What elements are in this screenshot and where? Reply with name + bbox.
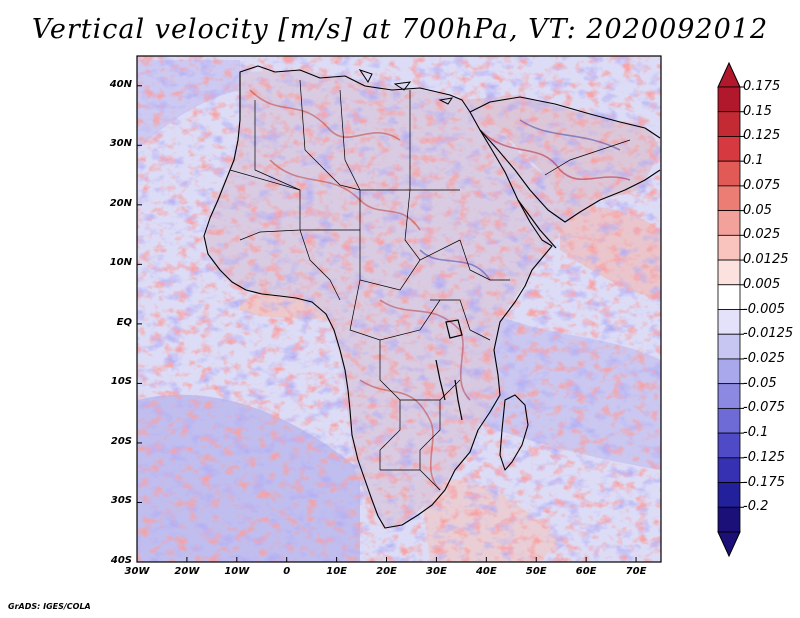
- colorbar-label: 0.125: [743, 128, 781, 144]
- lon-label: 50E: [525, 566, 547, 577]
- lat-label: 10N: [109, 257, 132, 269]
- lat-label: 40S: [110, 555, 132, 566]
- colorbar-box: [717, 506, 741, 533]
- colorbar-box: [717, 284, 741, 310]
- map-frame: [136, 55, 662, 563]
- lat-label: 20N: [109, 197, 132, 209]
- lat-label: EQ: [116, 316, 132, 328]
- colorbar-box: [717, 185, 741, 212]
- colorbar: [717, 61, 744, 558]
- colorbar-box: [717, 111, 741, 137]
- colorbar-label: 0.1: [743, 153, 764, 169]
- lat-label: 30N: [109, 138, 132, 150]
- lon-label: 30E: [426, 566, 447, 577]
- colorbar-label: -0.075: [743, 400, 785, 416]
- mediterranean-islands: [358, 69, 454, 105]
- lat-label: 40N: [109, 78, 132, 90]
- colorbar-min-arrow: [717, 531, 741, 558]
- colorbar-label: 0.025: [743, 227, 781, 243]
- lat-label: 30S: [110, 495, 132, 507]
- colorbar-label: -0.05: [743, 375, 777, 391]
- chart-title: Vertical velocity [m/s] at 700hPa, VT: 2…: [31, 14, 769, 45]
- lon-label: 30W: [124, 566, 150, 577]
- colorbar-box: [717, 259, 741, 286]
- colorbar-label: 0.0125: [743, 252, 789, 268]
- colorbar-label: -0.1: [743, 425, 769, 441]
- colorbar-label: -0.2: [743, 499, 769, 515]
- colorbar-label: 0.15: [743, 103, 772, 119]
- coastlines: [203, 65, 661, 529]
- colorbar-box: [717, 482, 741, 508]
- country-borders: [229, 79, 631, 491]
- colorbar-box: [717, 309, 741, 335]
- lon-label: 20E: [376, 566, 397, 577]
- colorbar-box: [717, 457, 741, 483]
- colorbar-box: [717, 383, 741, 409]
- colorbar-box: [717, 234, 741, 261]
- colorbar-label: -0.175: [743, 474, 785, 490]
- footer-credit: GrADS: IGES/COLA: [8, 602, 91, 611]
- lon-label: 0: [283, 566, 291, 577]
- colorbar-label: 0.075: [743, 177, 781, 193]
- colorbar-label: -0.005: [743, 301, 785, 317]
- colorbar-box: [717, 432, 741, 459]
- lat-label: 20S: [110, 435, 132, 447]
- lon-label: 10W: [224, 566, 250, 577]
- lakes: [435, 319, 463, 421]
- colorbar-box: [717, 333, 741, 360]
- lon-label: 40E: [475, 566, 497, 577]
- colorbar-box: [717, 358, 741, 385]
- colorbar-label: -0.025: [743, 350, 785, 366]
- colorbar-max-arrow: [717, 61, 741, 88]
- colorbar-label: 0.005: [743, 276, 781, 292]
- lon-label: 10E: [326, 566, 347, 577]
- colorbar-box: [717, 136, 741, 162]
- lon-label: 60E: [575, 566, 597, 577]
- lat-label: 10S: [110, 376, 132, 388]
- colorbar-box: [717, 160, 741, 187]
- colorbar-box: [717, 210, 741, 236]
- colorbar-label: 0.05: [743, 202, 772, 218]
- lon-label: 20W: [174, 566, 200, 577]
- colorbar-label: -0.0125: [743, 326, 794, 342]
- colorbar-label: 0.175: [743, 79, 781, 94]
- colorbar-box: [717, 407, 741, 434]
- colorbar-box: [717, 86, 741, 113]
- lon-label: 70E: [625, 566, 647, 577]
- colorbar-label: -0.125: [743, 449, 785, 465]
